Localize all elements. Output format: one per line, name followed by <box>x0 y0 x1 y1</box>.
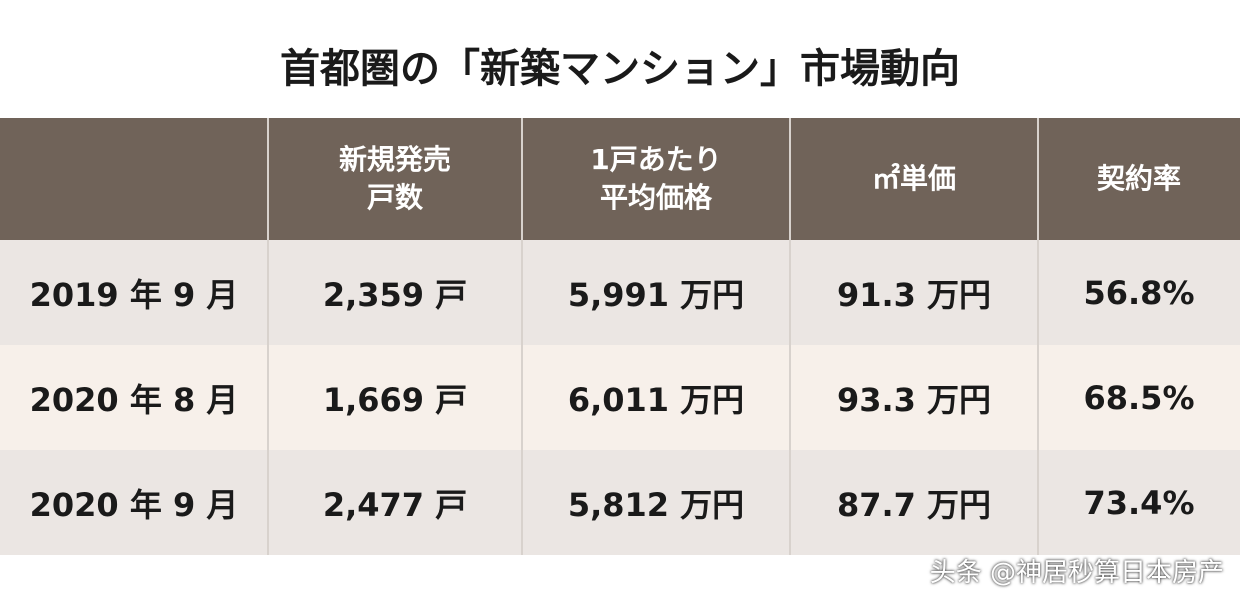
column-separator <box>1037 118 1039 555</box>
body-cell: 5,812 万円 <box>522 450 790 555</box>
header-cell: 1戸あたり平均価格 <box>522 118 790 240</box>
body-cell: 2020 年 9 月 <box>0 450 268 555</box>
body-cell: 87.7 万円 <box>790 450 1038 555</box>
body-cell: 68.5% <box>1038 345 1240 450</box>
header-text: 平均価格 <box>599 181 712 214</box>
body-cell: 93.3 万円 <box>790 345 1038 450</box>
header-cell: ㎡単価 <box>790 118 1038 240</box>
body-cell: 73.4% <box>1038 450 1240 555</box>
header-text: 新規発売 <box>338 143 451 176</box>
body-cell: 2019 年 9 月 <box>0 240 268 345</box>
header-cell: 新規発売 戸数 <box>268 118 522 240</box>
column-separator <box>521 118 523 555</box>
header-text: 契約率 <box>1096 162 1181 195</box>
body-cell: 6,011 万円 <box>522 345 790 450</box>
body-cell: 2,359 戸 <box>268 240 522 345</box>
body-cell: 91.3 万円 <box>790 240 1038 345</box>
column-separator <box>789 118 791 555</box>
body-cell: 1,669 戸 <box>268 345 522 450</box>
title: 首都圏の「新築マンション」市場動向 <box>280 46 960 92</box>
body-cell: 2020 年 8 月 <box>0 345 268 450</box>
header-text: 1戸あたり <box>590 143 722 176</box>
header-text: 戸数 <box>366 181 423 214</box>
body-cell: 2,477 戸 <box>268 450 522 555</box>
column-separator <box>267 118 269 555</box>
header-text: ㎡単価 <box>871 162 956 195</box>
body-cell: 56.8% <box>1038 240 1240 345</box>
body-cell: 5,991 万円 <box>522 240 790 345</box>
header-cell <box>0 118 268 240</box>
watermark: 头条 @神居秒算日本房产 <box>929 558 1224 588</box>
header-cell: 契約率 <box>1038 118 1240 240</box>
